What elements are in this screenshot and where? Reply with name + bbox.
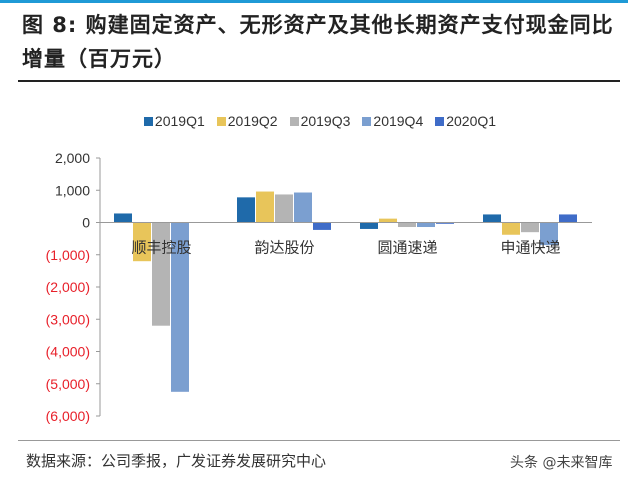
legend-swatch [362,117,372,126]
legend-label: 2019Q4 [373,113,424,129]
bar-2019Q1-0 [114,213,132,223]
legend-item: 2019Q4 [362,113,423,129]
legend-swatch [216,117,226,126]
category-label: 圆通速递 [377,239,437,257]
bar-2019Q4-2 [417,222,435,228]
legend-swatch [289,117,299,126]
bar-2019Q3-3 [521,222,539,233]
legend-swatch [143,117,153,126]
category-label: 申通快递 [500,239,560,257]
title-divider [18,80,620,82]
bar-2019Q3-0 [152,222,170,326]
bar-2019Q4-1 [294,192,312,223]
legend-item: 2019Q2 [216,113,278,129]
bar-2019Q2-1 [256,191,274,223]
bar-2020Q1-2 [436,222,454,224]
bar-2019Q1-2 [360,222,378,229]
bar-2019Q2-0 [133,222,151,262]
legend-item: 2019Q1 [143,113,205,129]
legend-label: 2019Q2 [227,113,278,129]
chart-title: 图 8: 购建固定资产、无形资产及其他长期资产支付现金同比增量（百万元） [22,13,614,71]
legend: 2019Q1 2019Q2 2019Q3 2019Q4 2020Q1 [0,113,640,129]
bottom-divider [18,440,620,441]
y-tick-label: (2,000) [46,279,90,295]
y-tick-label: (5,000) [46,376,90,392]
top-accent-bar [0,0,628,3]
watermark: 头条 @未来智库 [510,455,613,471]
legend-item: 2019Q3 [289,113,351,129]
legend-swatch [435,117,445,126]
bar-2020Q1-1 [313,222,331,230]
bar-2019Q2-2 [379,218,397,223]
y-tick-label: 0 [82,215,90,231]
y-tick-label: (4,000) [46,344,90,360]
category-label: 韵达股份 [254,239,314,257]
bar-2019Q2-3 [502,222,520,235]
legend-label: 2019Q1 [154,113,205,129]
bar-2019Q4-3 [540,222,558,246]
legend-label: 2019Q3 [300,113,351,129]
legend-label: 2020Q1 [446,113,497,129]
bar-2019Q1-3 [483,214,501,223]
bar-2020Q1-3 [559,214,577,223]
bar-2019Q4-0 [171,222,189,392]
y-tick-label: 1,000 [55,182,90,198]
y-tick-label: 2,000 [55,150,90,166]
y-tick-label: (1,000) [46,247,90,263]
source-note: 数据来源：公司季报，广发证券发展研究中心 [26,452,327,470]
y-tick-label: (3,000) [46,311,90,327]
bar-2019Q3-1 [275,194,293,223]
category-label: 顺丰控股 [131,239,191,257]
legend-item: 2020Q1 [435,113,496,129]
y-tick-label: (6,000) [46,408,90,424]
bar-2019Q3-2 [398,222,416,228]
bar-2019Q1-1 [237,197,255,223]
